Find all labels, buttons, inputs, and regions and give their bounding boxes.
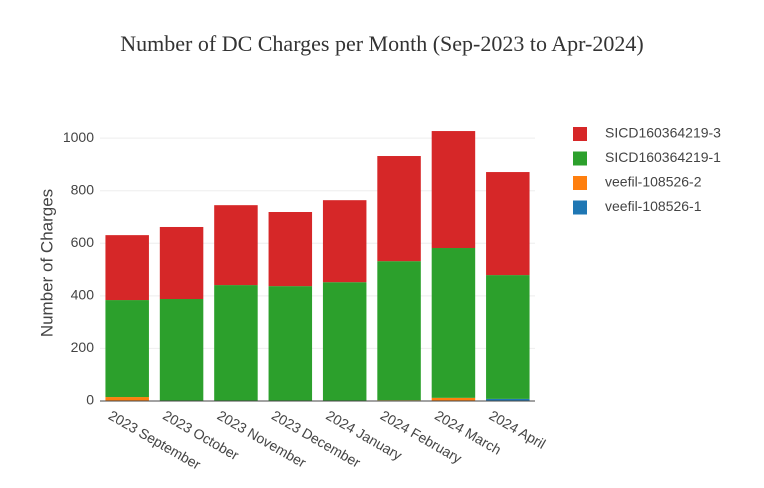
y-tick-label: 600 (71, 234, 95, 250)
bar-segment (322, 282, 367, 401)
bar-segment (431, 131, 476, 249)
chart-title: Number of DC Charges per Month (Sep-2023… (120, 31, 643, 56)
bar-segment (431, 397, 476, 401)
bar-segment (214, 285, 258, 401)
y-tick-label: 0 (86, 392, 94, 408)
y-tick-label: 1000 (63, 129, 94, 145)
bar-segment (105, 300, 149, 398)
bar-segment (159, 226, 204, 300)
bar-segment (322, 200, 367, 283)
bar-segment (268, 212, 313, 287)
legend-label: veefil-108526-1 (605, 198, 702, 214)
legend-swatch (573, 127, 587, 141)
legend-swatch (573, 200, 587, 215)
bar-segment (486, 172, 530, 276)
bar-segment (268, 286, 313, 401)
legend-label: veefil-108526-2 (605, 174, 702, 190)
bar-segment (486, 398, 530, 401)
y-axis-title: Number of Charges (37, 189, 56, 337)
bar-segment (431, 248, 476, 398)
legend-swatch (573, 151, 587, 166)
legend-swatch (573, 176, 587, 190)
bar-segment (105, 235, 149, 301)
bar-segment (105, 397, 149, 401)
bar-segment (486, 275, 530, 399)
y-tick-label: 800 (71, 181, 95, 197)
y-tick-label: 200 (71, 339, 95, 355)
legend-label: SICD160364219-1 (605, 149, 721, 165)
bar-segment (214, 205, 258, 286)
bar-segment (377, 261, 421, 401)
bar-segment (377, 156, 421, 262)
bar-segment (159, 299, 204, 401)
legend-label: SICD160364219-3 (605, 125, 721, 141)
y-tick-label: 400 (71, 287, 95, 303)
